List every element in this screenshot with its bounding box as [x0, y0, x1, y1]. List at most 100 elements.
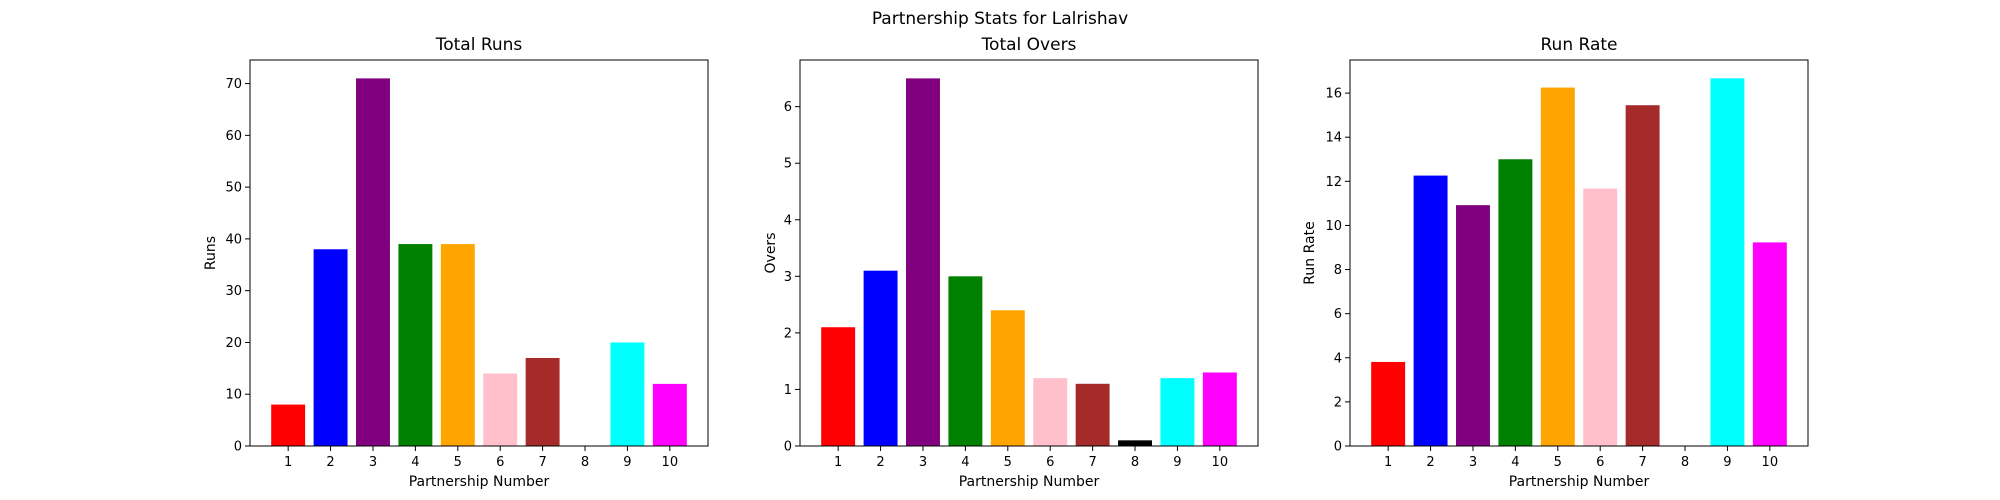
bar-6	[483, 373, 518, 446]
axes-frame	[799, 59, 1259, 447]
bar-3	[356, 78, 390, 446]
y-tick-label: 2	[784, 326, 792, 341]
y-tick-label: 3	[784, 270, 792, 285]
y-tick-label: 50	[225, 181, 242, 196]
x-tick-label: 9	[623, 455, 631, 470]
y-tick-label: 40	[225, 232, 242, 247]
bar-2	[1413, 175, 1448, 446]
x-tick-label: 8	[581, 455, 589, 470]
bar-5	[1540, 87, 1575, 446]
x-tick-label: 7	[538, 455, 546, 470]
x-tick-label: 4	[961, 455, 969, 470]
y-tick-label: 60	[225, 129, 242, 144]
y-tick-label: 2	[1334, 395, 1342, 410]
y-tick-label: 14	[1325, 131, 1342, 146]
bar-4	[1498, 159, 1533, 446]
bar-4	[398, 244, 433, 446]
bar-group	[1371, 78, 1787, 446]
x-tick-label: 3	[369, 455, 377, 470]
subplot-title: Run Rate	[1541, 35, 1618, 55]
bar-3	[906, 78, 940, 446]
y-tick-label: 4	[784, 213, 792, 228]
bar-9	[610, 342, 645, 446]
x-tick-label: 10	[1212, 455, 1229, 470]
bar-9	[1160, 378, 1195, 446]
y-axis-ticks: 0 1 2 3 4 5 6	[784, 100, 800, 455]
subplot-total-overs: Total Overs 0 1 2 3 4 5 6 1 2 3 4 5 6 7 8 9 10 Partners…	[763, 35, 1259, 490]
bar-6	[1033, 378, 1068, 446]
y-axis-label: Runs	[203, 236, 219, 270]
x-tick-label: 1	[834, 455, 842, 470]
bar-5	[440, 244, 475, 446]
x-tick-label: 2	[876, 455, 884, 470]
x-tick-label: 3	[919, 455, 927, 470]
x-tick-label: 6	[1596, 455, 1604, 470]
x-tick-label: 10	[1762, 455, 1779, 470]
subplot-total-runs: Total Runs 0 10 20 30 40 50 60 70 1 2 3 4 5 6 7 8 9 10 P…	[203, 35, 709, 490]
bar-group	[271, 78, 687, 446]
y-tick-label: 20	[225, 336, 242, 351]
y-axis-ticks: 0 10 20 30 40 50 60 70	[225, 77, 250, 455]
y-tick-label: 8	[1334, 263, 1342, 278]
subplot-title: Total Runs	[435, 35, 523, 55]
bar-9	[1710, 78, 1745, 446]
x-tick-label: 2	[1426, 455, 1434, 470]
bar-7	[1625, 105, 1660, 446]
x-axis-label: Partnership Number	[959, 474, 1100, 490]
x-tick-label: 8	[1681, 455, 1689, 470]
x-axis-ticks: 1 2 3 4 5 6 7 8 9 10	[834, 446, 1228, 470]
x-axis-label: Partnership Number	[409, 474, 550, 490]
y-tick-label: 70	[225, 77, 242, 92]
x-tick-label: 5	[454, 455, 462, 470]
y-axis-label: Overs	[763, 233, 779, 274]
x-tick-label: 4	[1511, 455, 1519, 470]
axes-frame	[1349, 59, 1809, 447]
bar-group	[821, 78, 1237, 446]
bar-1	[271, 404, 306, 446]
x-tick-label: 7	[1088, 455, 1096, 470]
y-tick-label: 12	[1325, 175, 1342, 190]
x-axis-label: Partnership Number	[1509, 474, 1650, 490]
y-tick-label: 4	[1334, 351, 1342, 366]
y-tick-label: 30	[225, 284, 242, 299]
x-tick-label: 9	[1723, 455, 1731, 470]
y-tick-label: 16	[1325, 87, 1342, 102]
y-tick-label: 6	[1334, 307, 1342, 322]
x-tick-label: 4	[411, 455, 419, 470]
y-tick-label: 0	[234, 440, 242, 455]
bar-3	[1456, 205, 1490, 446]
x-tick-label: 8	[1131, 455, 1139, 470]
bar-1	[821, 327, 856, 446]
x-tick-label: 6	[1046, 455, 1054, 470]
bar-10	[652, 383, 687, 446]
axes-frame	[249, 59, 709, 447]
bar-10	[1752, 242, 1787, 446]
figure-suptitle: Partnership Stats for Lalrishav	[872, 9, 1128, 29]
bar-7	[525, 357, 560, 446]
y-tick-label: 0	[784, 440, 792, 455]
x-tick-label: 5	[1004, 455, 1012, 470]
y-tick-label: 1	[784, 383, 792, 398]
bar-7	[1075, 383, 1110, 446]
y-tick-label: 5	[784, 157, 792, 172]
x-tick-label: 5	[1554, 455, 1562, 470]
bar-4	[948, 276, 983, 446]
y-tick-label: 10	[225, 388, 242, 403]
bar-1	[1371, 361, 1406, 446]
bar-10	[1202, 372, 1237, 446]
bar-2	[863, 270, 898, 446]
x-tick-label: 1	[1384, 455, 1392, 470]
y-axis-label: Run Rate	[1302, 221, 1318, 284]
y-tick-label: 0	[1334, 440, 1342, 455]
bar-8	[1118, 440, 1152, 446]
y-tick-label: 10	[1325, 219, 1342, 234]
x-tick-label: 9	[1173, 455, 1181, 470]
y-axis-ticks: 0 2 4 6 8 10 12 14 16	[1325, 87, 1350, 455]
x-tick-label: 7	[1638, 455, 1646, 470]
bar-5	[990, 310, 1025, 446]
x-axis-ticks: 1 2 3 4 5 6 7 8 9 10	[1384, 446, 1778, 470]
x-tick-label: 2	[326, 455, 334, 470]
x-tick-label: 1	[284, 455, 292, 470]
